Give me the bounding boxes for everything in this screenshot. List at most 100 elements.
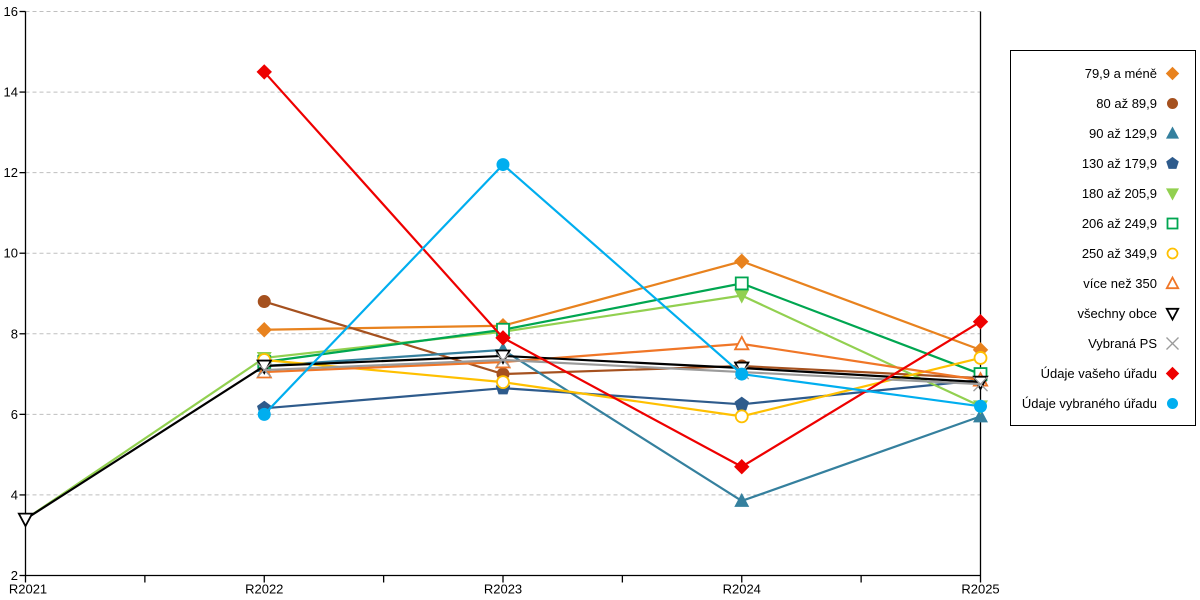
pentagon-icon xyxy=(1166,156,1179,169)
legend-marker xyxy=(1166,156,1179,169)
series-line-daje-vybran-ho-adu xyxy=(263,163,981,416)
series-line-90-a-129-9 xyxy=(264,348,981,503)
circle-icon xyxy=(1167,397,1178,409)
x-icon xyxy=(1166,336,1179,350)
circle-icon xyxy=(257,407,271,421)
diamond-icon xyxy=(734,459,750,475)
diamond-icon xyxy=(256,322,272,338)
square-icon xyxy=(1166,217,1179,229)
triangle-up-icon xyxy=(1165,125,1180,139)
triangle-up-icon xyxy=(733,334,750,351)
legend-label: 80 až 89,9 xyxy=(1096,95,1157,111)
triangle-up-icon xyxy=(973,408,988,423)
legend-marker xyxy=(1165,187,1180,201)
triangle-up-icon xyxy=(734,492,750,507)
triangle-up-icon xyxy=(1165,275,1180,289)
x-axis-tick-label: R2021 xyxy=(9,582,47,597)
series-line-vybran-ps xyxy=(264,358,981,386)
legend-item-130-a-179-9: 130 až 179,9 xyxy=(1017,148,1181,178)
series-line-80-a-89-9 xyxy=(263,300,981,380)
series-line-250-a-349-9 xyxy=(264,356,981,418)
legend-marker xyxy=(1166,217,1179,229)
diamond-icon xyxy=(1165,366,1180,380)
legend-label: 206 až 249,9 xyxy=(1081,215,1157,231)
y-axis-tick-label: 8 xyxy=(11,326,18,341)
y-axis-tick-label: 14 xyxy=(4,85,18,100)
legend-item-daje-va-eho-adu: Údaje vašeho úřadu xyxy=(1017,358,1181,388)
legend-label: Vybraná PS xyxy=(1088,335,1157,351)
legend-label: 250 až 349,9 xyxy=(1081,245,1157,261)
series-250-a-349-9 xyxy=(257,351,988,424)
circle-icon xyxy=(257,295,271,309)
legend-marker xyxy=(1166,247,1179,259)
legend-marker xyxy=(1165,275,1180,289)
y-axis-tick-label: 12 xyxy=(4,165,18,180)
legend-marker xyxy=(1165,66,1180,80)
legend-item-250-a-349-9: 250 až 349,9 xyxy=(1017,238,1181,268)
x-axis-tick-label: R2023 xyxy=(484,582,522,597)
legend-label: Údaje vašeho úřadu xyxy=(1040,365,1157,381)
legend-marker xyxy=(1165,366,1180,380)
line-chart-plot: 2 4 6 8 10 12 14 16 R2021 R2022 R2023 R2024 R2025 xyxy=(4,4,1000,597)
x-axis-tick-label: R2025 xyxy=(961,582,999,597)
legend-label: více než 350 xyxy=(1083,275,1157,291)
legend-item-90-a-129-9: 90 až 129,9 xyxy=(1017,118,1181,148)
y-axis-tick-label: 6 xyxy=(11,407,18,422)
legend-item-180-a-205-9: 180 až 205,9 xyxy=(1017,178,1181,208)
diamond-icon xyxy=(1165,66,1180,80)
x-axis-tick-label: R2022 xyxy=(245,582,283,597)
legend-label: 130 až 179,9 xyxy=(1081,155,1157,171)
circle-icon xyxy=(734,409,749,424)
y-axis-tick-label: 4 xyxy=(11,487,18,502)
pentagon-icon xyxy=(734,396,749,411)
legend-label: Údaje vybraného úřadu xyxy=(1021,395,1157,411)
diamond-icon xyxy=(972,313,989,330)
legend-label: 180 až 205,9 xyxy=(1081,185,1157,201)
legend-marker xyxy=(1165,307,1180,321)
legend-marker xyxy=(1165,125,1180,139)
circle-icon xyxy=(974,399,987,413)
legend-label: všechny obce xyxy=(1077,305,1158,321)
x-icon xyxy=(973,376,988,392)
circle-icon xyxy=(973,351,988,365)
diamond-icon xyxy=(734,253,750,269)
series-79-9-a-m-n xyxy=(256,253,989,358)
legend-item-79-9-a-m-n: 79,9 a méně xyxy=(1017,58,1181,88)
diamond-icon xyxy=(495,330,511,346)
circle-icon xyxy=(496,158,510,172)
legend-marker xyxy=(1166,336,1179,350)
circle-icon xyxy=(1167,97,1178,109)
series-line-79-9-a-m-n xyxy=(264,260,981,351)
legend-marker xyxy=(1167,397,1178,409)
legend-item-v-echny-obce: všechny obce xyxy=(1017,298,1181,328)
series-v-echny-obce xyxy=(17,349,989,529)
x-icon xyxy=(256,362,272,378)
series-line-v-ce-ne-350 xyxy=(264,342,981,382)
triangle-down-icon xyxy=(17,512,34,529)
series-line-206-a-249-9 xyxy=(264,282,981,376)
circle-icon xyxy=(1166,247,1179,259)
circle-icon xyxy=(496,375,510,390)
legend-item-daje-vybran-ho-adu: Údaje vybraného úřadu xyxy=(1017,388,1181,418)
y-axis-tick-label: 2 xyxy=(11,568,18,583)
x-icon xyxy=(495,352,511,368)
legend-marker xyxy=(1167,97,1178,109)
legend-item-80-a-89-9: 80 až 89,9 xyxy=(1017,88,1181,118)
circle-icon xyxy=(735,367,749,381)
triangle-down-icon xyxy=(1165,307,1180,321)
diamond-icon xyxy=(256,64,272,80)
series-daje-vybran-ho-adu xyxy=(257,158,987,421)
series-line-130-a-179-9 xyxy=(264,379,981,410)
series-line-daje-va-eho-adu xyxy=(263,71,982,468)
y-axis-tick-label: 16 xyxy=(4,4,18,19)
square-icon xyxy=(734,276,749,291)
chart-legend: 79,9 a méně 80 až 89,9 90 až 129,9 130 až 1… xyxy=(1010,50,1196,426)
legend-item-v-ce-ne-350: více než 350 xyxy=(1017,268,1181,298)
y-axis-tick-label: 10 xyxy=(4,246,18,261)
triangle-down-icon xyxy=(1165,187,1180,201)
legend-item-206-a-249-9: 206 až 249,9 xyxy=(1017,208,1181,238)
legend-label: 90 až 129,9 xyxy=(1089,125,1157,141)
series-daje-va-eho-adu xyxy=(256,64,989,475)
legend-item-vybran-ps: Vybraná PS xyxy=(1017,328,1181,358)
